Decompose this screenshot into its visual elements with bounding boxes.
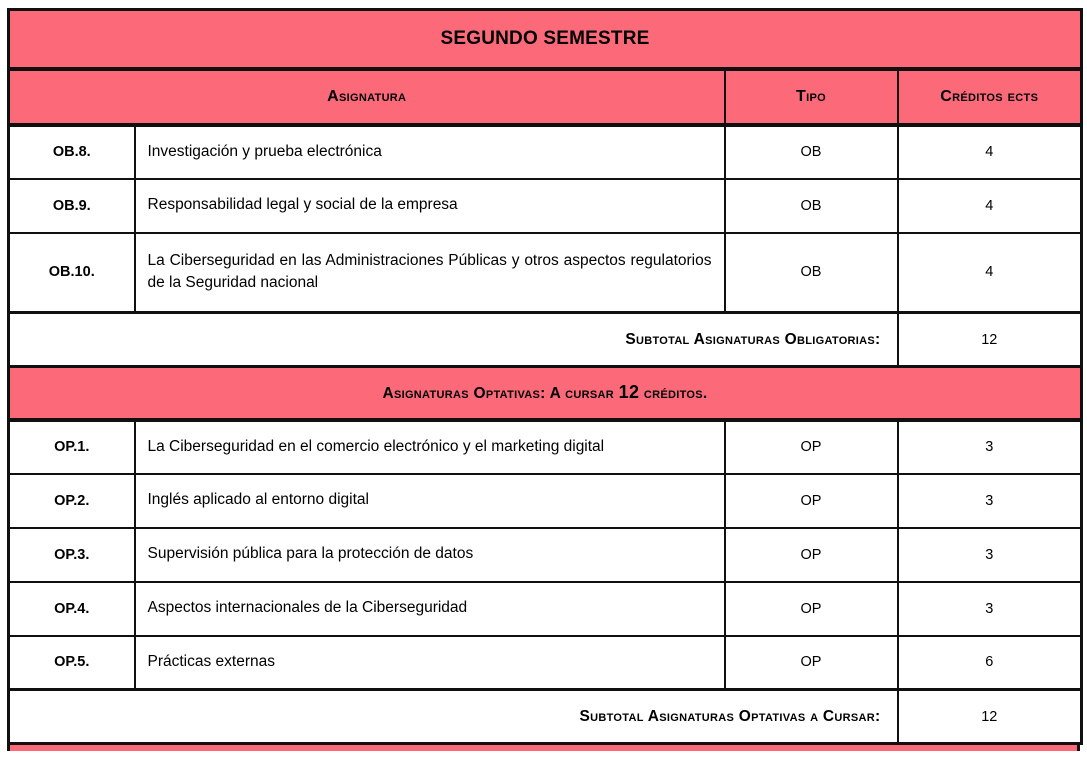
course-type: OP [723, 526, 899, 583]
course-code: OP.5. [7, 634, 136, 691]
course-code: OP.4. [7, 580, 136, 637]
column-header-asignatura: Asignatura [7, 67, 726, 127]
course-name: Responsabilidad legal y social de la emp… [133, 177, 726, 234]
course-code: OB.8. [7, 123, 136, 180]
course-code: OB.10. [7, 231, 136, 314]
table-row-op4: OP.4. Aspectos internacionales de la Cib… [7, 580, 1083, 637]
course-name: Aspectos internacionales de la Cibersegu… [133, 580, 726, 637]
course-type: OB [723, 177, 899, 234]
optativas-section-header: Asignaturas Optativas: A cursar 12 crédi… [7, 365, 1083, 422]
subtotal-obligatorias-value: 12 [896, 311, 1083, 368]
course-credits: 3 [896, 580, 1083, 637]
course-code: OB.9. [7, 177, 136, 234]
course-type: OB [723, 123, 899, 180]
course-credits: 4 [896, 123, 1083, 180]
course-credits: 3 [896, 526, 1083, 583]
course-name: Prácticas externas [133, 634, 726, 691]
table-row-op3: OP.3. Supervisión pública para la protec… [7, 526, 1083, 583]
course-name: La Ciberseguridad en las Administracione… [133, 231, 726, 314]
course-code: OP.3. [7, 526, 136, 583]
column-header-row: Asignatura Tipo Créditos ects [7, 67, 1083, 127]
page: SEGUNDO SEMESTRE Asignatura Tipo Crédito… [7, 8, 1084, 751]
column-header-creditos: Créditos ects [896, 67, 1083, 127]
course-name: Inglés aplicado al entorno digital [133, 472, 726, 529]
course-type: OP [723, 580, 899, 637]
subtotal-optativas-value: 12 [896, 688, 1083, 745]
table-row-op1: OP.1. La Ciberseguridad en el comercio e… [7, 418, 1083, 475]
table-row-op5: OP.5. Prácticas externas OP 6 [7, 634, 1083, 691]
next-section-header-cropped [7, 745, 1080, 751]
subtotal-optativas-label: Subtotal Asignaturas Optativas a Cursar: [7, 688, 899, 745]
optativas-section-header-row: Asignaturas Optativas: A cursar 12 crédi… [7, 365, 1083, 422]
subtotal-optativas-row: Subtotal Asignaturas Optativas a Cursar:… [7, 688, 1083, 745]
course-type: OP [723, 634, 899, 691]
course-credits: 4 [896, 177, 1083, 234]
optativas-header-number: 12 [618, 382, 640, 403]
column-header-tipo: Tipo [723, 67, 899, 127]
table-row-ob10: OB.10. La Ciberseguridad en las Administ… [7, 231, 1083, 314]
course-type: OB [723, 231, 899, 314]
table-title-row: SEGUNDO SEMESTRE [7, 8, 1083, 71]
subtotal-obligatorias-label: Subtotal Asignaturas Obligatorias: [7, 311, 899, 368]
semester-title: SEGUNDO SEMESTRE [7, 8, 1083, 71]
course-code: OP.1. [7, 418, 136, 475]
table-row-op2: OP.2. Inglés aplicado al entorno digital… [7, 472, 1083, 529]
course-name: Supervisión pública para la protección d… [133, 526, 726, 583]
course-credits: 3 [896, 418, 1083, 475]
course-credits: 6 [896, 634, 1083, 691]
course-type: OP [723, 418, 899, 475]
optativas-header-suffix: créditos. [639, 385, 708, 403]
course-code: OP.2. [7, 472, 136, 529]
subtotal-obligatorias-row: Subtotal Asignaturas Obligatorias: 12 [7, 311, 1083, 368]
optativas-header-prefix: Asignaturas Optativas: A cursar [382, 385, 619, 403]
table-row-ob8: OB.8. Investigación y prueba electrónica… [7, 123, 1083, 180]
course-credits: 4 [896, 231, 1083, 314]
course-credits: 3 [896, 472, 1083, 529]
course-name: Investigación y prueba electrónica [133, 123, 726, 180]
semester-table: SEGUNDO SEMESTRE Asignatura Tipo Crédito… [7, 8, 1084, 745]
table-row-ob9: OB.9. Responsabilidad legal y social de … [7, 177, 1083, 234]
course-type: OP [723, 472, 899, 529]
course-name: La Ciberseguridad en el comercio electró… [133, 418, 726, 475]
